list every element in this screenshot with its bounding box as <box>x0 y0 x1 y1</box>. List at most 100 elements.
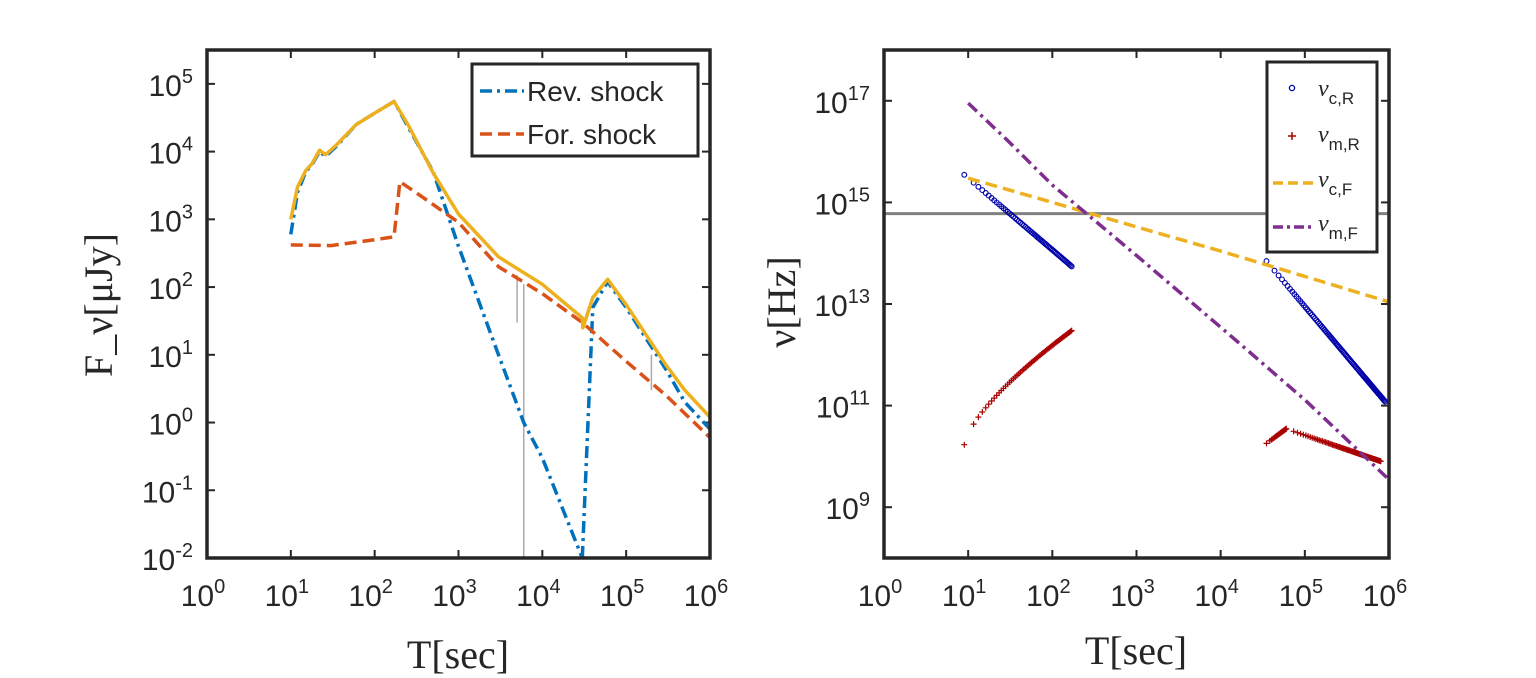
flux-light-curve-panel: 100 101 102 103 104 105 106 10-210-11001011021… <box>76 48 728 677</box>
tick-exponent: 0 <box>182 405 193 427</box>
tick-exponent: 5 <box>633 576 644 598</box>
x-axis-label: T[sec] <box>1085 628 1187 673</box>
series-point-0 <box>1271 267 1278 274</box>
series-point-1 <box>979 409 986 415</box>
series-line-3 <box>966 101 1391 481</box>
series-point-0 <box>1311 315 1318 322</box>
tick-exponent: 2 <box>382 576 393 598</box>
tick-exponent: 5 <box>1312 576 1323 598</box>
tick-base: 10 <box>149 205 182 238</box>
series-point-1 <box>1068 327 1075 334</box>
x-tick-label: 103 <box>432 576 477 613</box>
legend-nu-symbol: ν <box>1318 211 1329 237</box>
x-tick-label: 100 <box>858 576 903 613</box>
tick-base: 10 <box>858 580 891 613</box>
series-point-0 <box>1279 276 1285 283</box>
tick-base: 10 <box>149 341 182 374</box>
tick-exponent: 3 <box>182 201 193 223</box>
series-point-1 <box>975 414 982 421</box>
series-group <box>289 99 712 559</box>
tick-exponent: -1 <box>175 472 193 494</box>
tick-base: 10 <box>816 392 849 425</box>
x-tick-label: 100 <box>181 576 226 613</box>
y-tick-label: 10-2 <box>142 540 193 577</box>
series-point-1 <box>1067 328 1074 335</box>
frequency-panel: 100 101 102 103 104 105 106 109101110131015101… <box>759 48 1408 673</box>
tick-exponent: 4 <box>1228 576 1239 598</box>
x-tick-label: 106 <box>1363 576 1408 613</box>
tick-base: 10 <box>814 290 847 323</box>
tick-exponent: 1 <box>975 576 986 598</box>
y-axis-label: ν[Hz] <box>759 256 804 347</box>
tick-exponent: 6 <box>1396 576 1407 598</box>
series-point-1 <box>988 398 995 404</box>
series-point-1 <box>1297 430 1304 437</box>
x-tick-label: 101 <box>265 576 310 613</box>
axes-box <box>882 48 1391 560</box>
legend-subscript: c,R <box>1329 89 1355 108</box>
tick-base: 10 <box>814 188 847 221</box>
legend: νc,R νm,R νc,F νm,F <box>1265 60 1379 254</box>
x-tick-label: 105 <box>1279 576 1324 613</box>
series-point-0 <box>979 187 986 194</box>
axes-box <box>205 48 712 560</box>
legend-box <box>1265 60 1379 254</box>
legend-swatch-nu-m-r <box>1288 132 1296 140</box>
tick-base: 10 <box>149 409 182 442</box>
series-point-1 <box>961 441 968 448</box>
series-point-1 <box>1294 429 1301 436</box>
x-axis-label: T[sec] <box>407 632 509 677</box>
tick-exponent: 6 <box>717 576 728 598</box>
tick-base: 10 <box>142 476 175 509</box>
tick-exponent: 17 <box>848 83 870 105</box>
series-line-0 <box>580 279 712 559</box>
y-axis-label: F_ν[μJy] <box>76 233 121 377</box>
tick-exponent: 5 <box>182 66 193 88</box>
x-tick-label: 103 <box>1110 576 1155 613</box>
series-point-0 <box>1275 272 1282 279</box>
series-point-0 <box>961 171 968 178</box>
tick-base: 10 <box>432 580 465 613</box>
x-tick-label: 104 <box>516 576 561 613</box>
legend-nu-symbol: ν <box>1318 167 1329 193</box>
series-group <box>961 101 1391 481</box>
series-point-0 <box>1067 262 1074 269</box>
series-point-1 <box>1290 428 1297 435</box>
legend-subscript: m,R <box>1329 135 1360 154</box>
tick-exponent: 9 <box>859 489 870 511</box>
series-point-0 <box>1014 216 1020 223</box>
tick-exponent: 13 <box>848 286 870 308</box>
tick-base: 10 <box>142 544 175 577</box>
legend-swatch-nu-c-r <box>1288 84 1296 92</box>
tick-base: 10 <box>516 580 549 613</box>
y-tick-label: 1013 <box>814 286 870 323</box>
tick-exponent: 0 <box>214 576 225 598</box>
legend-nu-symbol: ν <box>1318 76 1329 102</box>
y-tick-label: 103 <box>149 201 194 238</box>
y-tick-label: 102 <box>149 269 194 306</box>
tick-base: 10 <box>149 70 182 103</box>
x-tick-label: 104 <box>1194 576 1239 613</box>
y-tick-label: 104 <box>149 134 194 171</box>
y-tick-label: 10-1 <box>142 472 193 509</box>
tick-base: 10 <box>348 580 381 613</box>
y-tick-label: 1015 <box>814 184 870 221</box>
tick-base: 10 <box>942 580 975 613</box>
legend: Rev. shock For. shock <box>470 62 700 158</box>
legend-label-for-shock: For. shock <box>527 119 657 150</box>
series-line-2 <box>967 176 1390 304</box>
tick-exponent: 3 <box>1144 576 1155 598</box>
y-tick-label: 100 <box>149 405 194 442</box>
series-point-0 <box>1017 219 1024 226</box>
legend-label-nu-c-r: νc,R <box>1318 76 1354 108</box>
tick-base: 10 <box>1110 580 1143 613</box>
tick-exponent: 15 <box>848 184 870 206</box>
x-tick-label: 105 <box>600 576 645 613</box>
series-point-0 <box>975 183 982 190</box>
legend-label-nu-m-f: νm,F <box>1318 211 1358 243</box>
y-tick-label: 1011 <box>816 388 870 425</box>
tick-base: 10 <box>149 138 182 171</box>
